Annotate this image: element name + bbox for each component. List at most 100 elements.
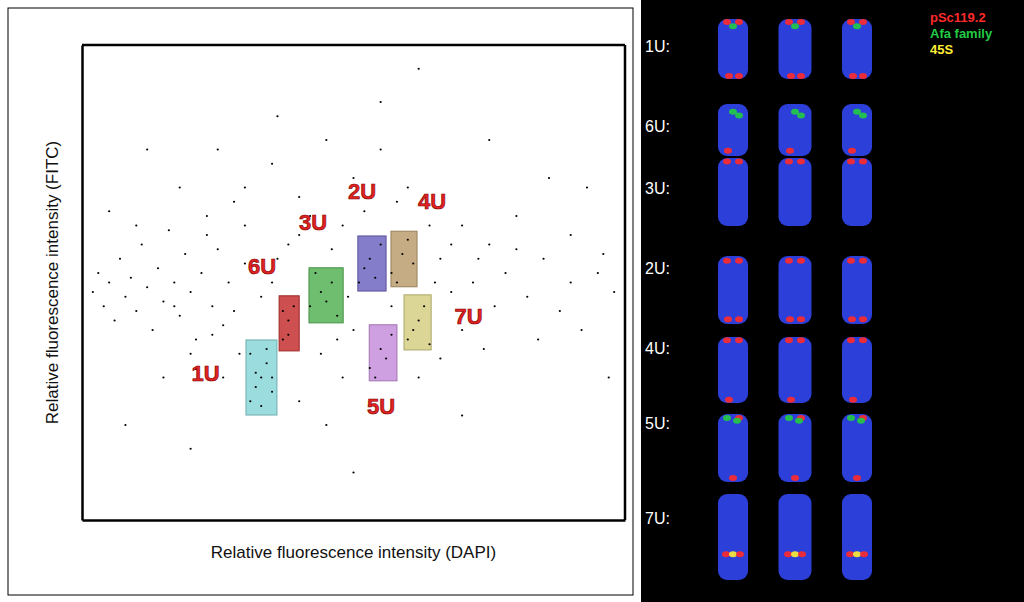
point <box>97 272 99 274</box>
row-label: 7U: <box>645 510 670 527</box>
point <box>363 210 365 212</box>
fish-signal <box>859 337 867 343</box>
point <box>190 353 192 355</box>
point <box>390 334 392 336</box>
point <box>418 319 420 321</box>
fish-signal <box>785 158 793 164</box>
point <box>173 281 175 283</box>
point <box>331 248 333 250</box>
gate <box>246 340 277 415</box>
point <box>190 448 192 450</box>
point <box>374 376 376 378</box>
point <box>287 243 289 245</box>
point <box>282 310 284 312</box>
fish-signal <box>729 475 737 481</box>
point <box>211 334 213 336</box>
fish-signal <box>846 551 854 557</box>
gate <box>404 295 431 350</box>
fish-signal <box>785 337 793 343</box>
point <box>461 224 463 226</box>
point <box>222 376 224 378</box>
point <box>396 201 398 203</box>
row-label: 4U: <box>645 340 670 357</box>
fish-signal <box>847 415 855 421</box>
fish-signal <box>733 418 741 424</box>
fish-signal <box>735 158 743 164</box>
point <box>380 148 382 150</box>
figure: Relative fluorescence intensity (DAPI) Re… <box>0 0 1024 602</box>
point <box>515 215 517 217</box>
fish-signal <box>723 19 731 25</box>
chromosome <box>842 256 872 324</box>
x-axis-title: Relative fluorescence intensity (DAPI) <box>211 543 496 562</box>
point <box>352 471 354 473</box>
point <box>135 224 137 226</box>
point <box>450 291 452 293</box>
chromosome <box>718 158 748 226</box>
fish-signal <box>786 316 794 322</box>
fish-signal <box>735 316 743 322</box>
fish-signal <box>849 73 857 79</box>
fish-signal <box>722 551 730 557</box>
point <box>380 101 382 103</box>
axis-line <box>83 519 626 522</box>
legend-entry: Afa family <box>930 26 993 41</box>
point <box>217 248 219 250</box>
fish-signal <box>848 148 856 154</box>
row-label: 2U: <box>645 260 670 277</box>
point <box>271 163 273 165</box>
gate <box>391 231 417 287</box>
fish-signal <box>853 23 861 29</box>
point <box>173 305 175 307</box>
point <box>407 239 409 241</box>
point <box>320 353 322 355</box>
fish-signal <box>859 112 867 118</box>
fish-signal <box>791 551 799 557</box>
point <box>271 281 273 283</box>
chromosome <box>718 494 748 580</box>
point <box>363 267 365 269</box>
point <box>385 357 387 359</box>
point <box>266 348 268 350</box>
point <box>390 272 392 274</box>
point <box>369 258 371 260</box>
gate <box>358 236 386 291</box>
point <box>358 281 360 283</box>
fish-signal <box>791 23 799 29</box>
chromosome <box>779 414 812 482</box>
gate-label: 4U <box>418 189 446 214</box>
point <box>151 329 153 331</box>
axis-line <box>81 46 84 521</box>
point <box>146 148 148 150</box>
chromosome <box>718 19 748 79</box>
point <box>407 186 409 188</box>
point <box>526 296 528 298</box>
fish-signal <box>723 258 731 264</box>
y-axis-title: Relative fluorescence intensity (FITC) <box>43 141 62 424</box>
fish-signal <box>798 551 806 557</box>
x-axis <box>83 520 626 521</box>
point <box>276 115 278 117</box>
point <box>238 353 240 355</box>
fish-signal <box>859 73 867 79</box>
point <box>244 186 246 188</box>
point <box>325 300 327 302</box>
point <box>108 281 110 283</box>
point <box>276 258 278 260</box>
chromosome <box>842 104 872 156</box>
point <box>434 281 436 283</box>
point <box>211 305 213 307</box>
point <box>494 305 496 307</box>
point <box>461 414 463 416</box>
point <box>418 68 420 70</box>
row-label: 6U: <box>645 118 670 135</box>
point <box>157 267 159 269</box>
fish-signal <box>797 316 805 322</box>
fish-signal <box>797 158 805 164</box>
fish-signal <box>736 551 744 557</box>
point <box>260 296 262 298</box>
point <box>130 277 132 279</box>
fish-signal <box>791 475 799 481</box>
fish-signal <box>724 316 732 322</box>
point <box>428 224 430 226</box>
